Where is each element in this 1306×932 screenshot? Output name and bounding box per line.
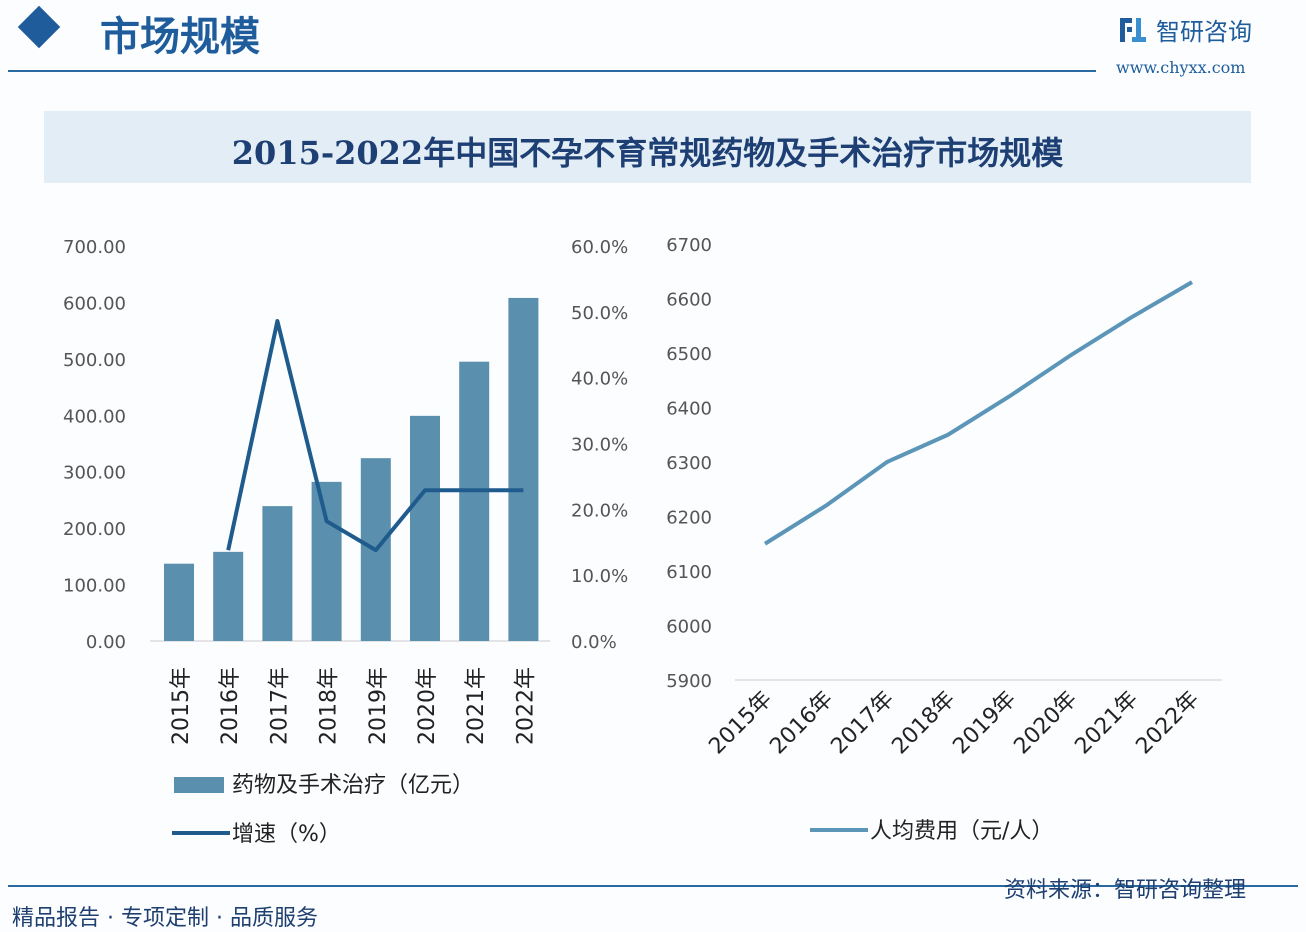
legend-label-bar: 药物及手术治疗（亿元） [232,773,474,798]
category-label: 2015年 [169,667,194,745]
right-axis-tick: 40.0% [571,369,628,390]
site-url: www.chyxx.com [1116,58,1246,77]
legend-label-growth: 增速（%） [232,822,341,847]
right-axis-tick: 0.0% [571,632,617,653]
footer-slogan: 精品报告 · 专项定制 · 品质服务 [12,906,318,931]
bar [164,563,194,641]
y-axis-tick: 6200 [666,508,712,529]
left-axis-tick: 0.00 [86,632,126,653]
bar [410,415,440,641]
y-axis-tick: 6700 [666,235,712,256]
bar [508,297,539,641]
source-note: 资料来源：智研咨询整理 [1004,878,1247,903]
legend-label-per-capita: 人均费用（元/人） [870,819,1053,844]
bar [213,551,244,641]
growth-line [226,319,524,553]
section-title: 市场规模 [100,14,260,60]
left-axis-tick: 600.00 [63,293,126,314]
left-axis-tick: 500.00 [63,350,126,371]
brand-logo-icon [1120,17,1146,42]
category-label: 2016年 [218,667,243,745]
category-label: 2022年 [1131,687,1204,760]
category-label: 2020年 [415,667,440,745]
category-label: 2018年 [317,667,342,745]
brand: 智研咨询 [1118,12,1252,47]
right-axis-tick: 50.0% [571,303,628,324]
chart-title: 2015-2022年中国不孕不育常规药物及手术治疗市场规模 [231,134,1064,172]
category-label: 2017年 [267,667,292,745]
y-axis-tick: 5900 [666,671,712,692]
right-axis-tick: 30.0% [571,435,628,456]
category-label: 2019年 [366,667,391,745]
left-axis-tick: 400.00 [63,406,126,427]
left-axis-tick: 300.00 [63,463,126,484]
category-label: 2015年 [704,687,777,760]
left-axis-tick: 700.00 [63,237,126,258]
y-axis-tick: 6400 [666,399,712,420]
category-label: 2018年 [887,687,960,760]
y-axis-tick: 6300 [666,453,712,474]
category-label: 2021年 [1070,687,1143,760]
category-label: 2017年 [826,687,899,760]
right-axis-tick: 10.0% [571,566,628,587]
per-capita-line [763,280,1194,546]
left-axis-tick: 200.00 [63,519,126,540]
bar [459,361,490,641]
y-axis-tick: 6100 [666,562,712,583]
category-label: 2016年 [765,687,838,760]
header-divider [8,70,1096,72]
bar [311,481,342,641]
footer-divider [8,885,1298,887]
right-axis-tick: 20.0% [571,500,628,521]
category-label: 2021年 [464,667,489,745]
category-label: 2019年 [948,687,1021,760]
y-axis-tick: 6000 [666,617,712,638]
brand-name: 智研咨询 [1156,18,1252,46]
right-axis-tick: 60.0% [571,237,628,258]
y-axis-tick: 6600 [666,290,712,311]
title-band [44,111,1251,183]
legend-swatch-bar [174,777,224,793]
category-label: 2020年 [1009,687,1082,760]
y-axis-tick: 6500 [666,344,712,365]
bar [262,506,293,641]
left-axis-tick: 100.00 [63,576,126,597]
category-label: 2022年 [513,667,538,745]
